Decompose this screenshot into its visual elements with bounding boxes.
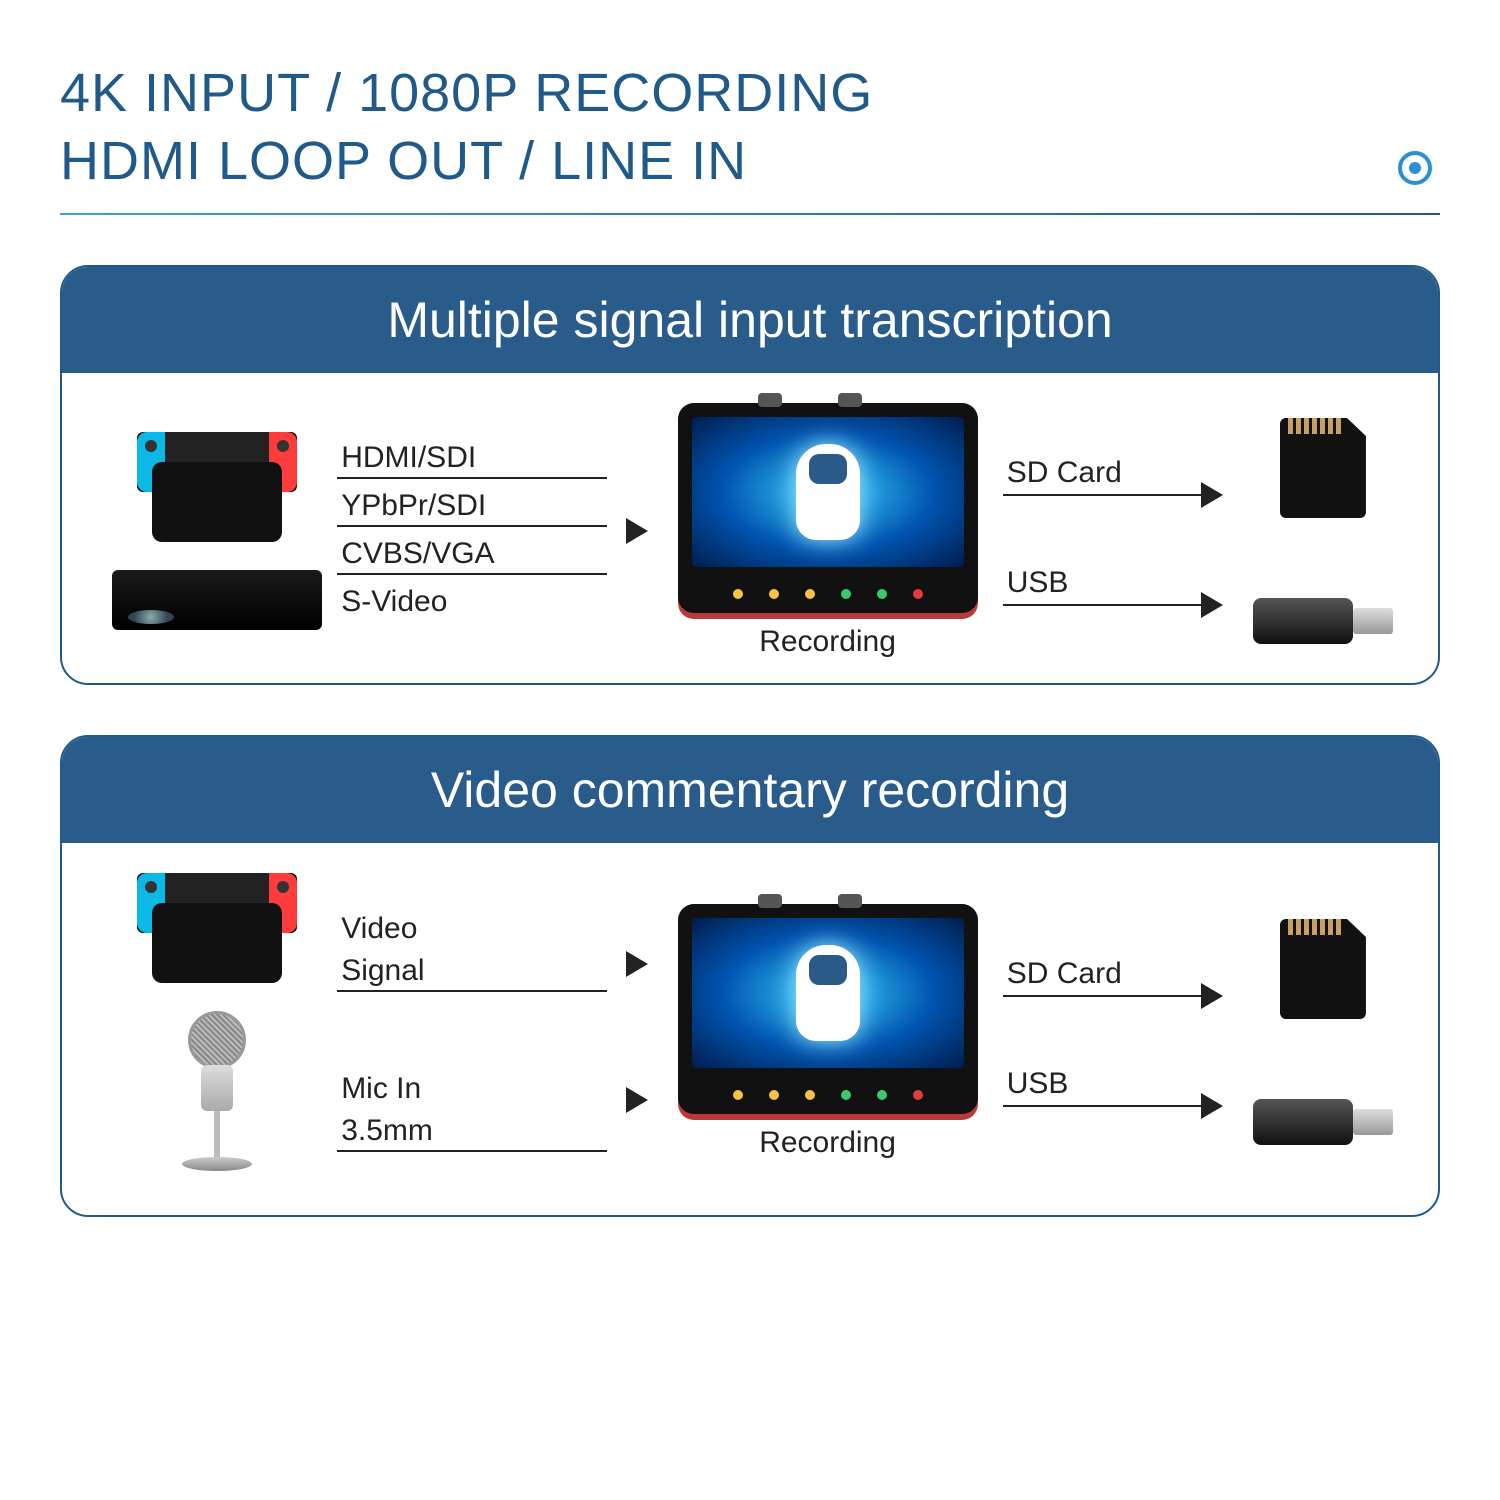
usb-drive-icon <box>1253 598 1393 644</box>
panel1-header: Multiple signal input transcription <box>62 267 1438 373</box>
microphone-icon <box>172 1011 262 1191</box>
signal-label: S-Video <box>337 585 607 621</box>
arrows-to-device <box>612 951 662 1113</box>
arrow-icon <box>1003 1105 1203 1107</box>
divider <box>60 213 1440 215</box>
bullet-icon <box>1398 151 1432 185</box>
panel2-body: Video Signal Mic In 3.5mm Recording S <box>62 843 1438 1215</box>
recorder-device-icon <box>678 904 978 1114</box>
arrow-icon <box>626 518 648 544</box>
panel-multiple-signal: Multiple signal input transcription HDMI… <box>60 265 1440 685</box>
device-caption: Recording <box>759 625 896 659</box>
arrow-icon <box>1003 494 1203 496</box>
usb-drive-icon <box>1253 1099 1393 1145</box>
output-usb: USB <box>1003 1067 1223 1107</box>
panel2-flow: Video Signal Mic In 3.5mm Recording S <box>102 873 1398 1191</box>
panel1-outputs: SD Card USB <box>1003 456 1223 606</box>
output-label: USB <box>1003 1067 1073 1105</box>
panel1-body: HDMI/SDI YPbPr/SDI CVBS/VGA S-Video Reco… <box>62 373 1438 683</box>
output-label: SD Card <box>1003 957 1126 995</box>
panel1-storage <box>1248 418 1398 644</box>
output-sd: SD Card <box>1003 957 1223 997</box>
header-row: 4K INPUT / 1080P RECORDING HDMI LOOP OUT… <box>60 60 1440 195</box>
panel2-header: Video commentary recording <box>62 737 1438 843</box>
panel2-outputs: SD Card USB <box>1003 957 1223 1107</box>
arrow-icon <box>626 1087 648 1113</box>
panel2-signal-list: Video Signal Mic In 3.5mm <box>337 912 607 1152</box>
panel1-signal-list: HDMI/SDI YPbPr/SDI CVBS/VGA S-Video <box>337 441 607 621</box>
signal-label: Mic In <box>337 1072 607 1108</box>
panel1-sources <box>102 432 332 630</box>
arrow-icon <box>1003 995 1203 997</box>
recorder-device-icon <box>678 403 978 613</box>
signal-label: Video <box>337 912 607 948</box>
arrow-icon <box>626 951 648 977</box>
arrow-to-device <box>612 518 662 544</box>
panel2-sources <box>102 873 332 1191</box>
panel1-device: Recording <box>668 403 988 659</box>
title-line-1: 4K INPUT / 1080P RECORDING <box>60 60 873 128</box>
signal-label: YPbPr/SDI <box>337 489 607 527</box>
page-title: 4K INPUT / 1080P RECORDING HDMI LOOP OUT… <box>60 60 873 195</box>
output-sd: SD Card <box>1003 456 1223 496</box>
signal-label: HDMI/SDI <box>337 441 607 479</box>
game-console-icon <box>122 432 312 542</box>
output-usb: USB <box>1003 566 1223 606</box>
sd-card-icon <box>1280 418 1366 518</box>
panel-video-commentary: Video commentary recording Video Signal <box>60 735 1440 1217</box>
game-console-icon <box>122 873 312 983</box>
device-caption: Recording <box>759 1126 896 1160</box>
sd-card-icon <box>1280 919 1366 1019</box>
signal-label: Signal <box>337 954 607 992</box>
spacer <box>337 998 607 1066</box>
output-label: USB <box>1003 566 1073 604</box>
output-label: SD Card <box>1003 456 1126 494</box>
panel2-device: Recording <box>668 904 988 1160</box>
signal-label: CVBS/VGA <box>337 537 607 575</box>
signal-label: 3.5mm <box>337 1114 607 1152</box>
dvd-player-icon <box>112 570 322 630</box>
panel2-storage <box>1248 919 1398 1145</box>
arrow-icon <box>1003 604 1203 606</box>
panel1-flow: HDMI/SDI YPbPr/SDI CVBS/VGA S-Video Reco… <box>102 403 1398 659</box>
title-line-2: HDMI LOOP OUT / LINE IN <box>60 128 873 196</box>
